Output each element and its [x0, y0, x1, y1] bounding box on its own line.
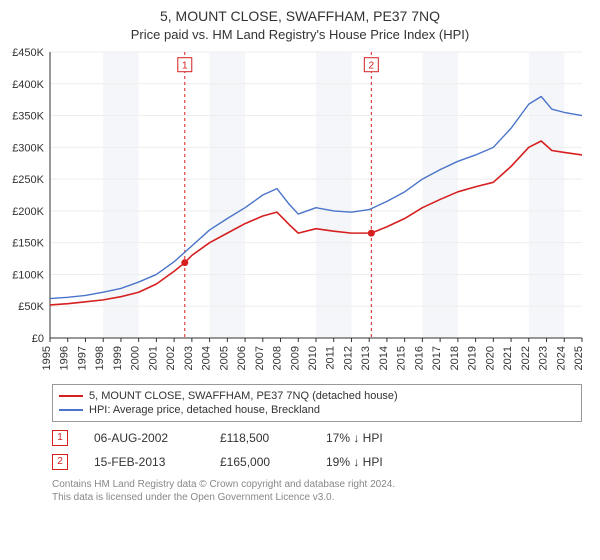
svg-text:£300K: £300K [12, 142, 44, 154]
transaction-row: 1 06-AUG-2002 £118,500 17% ↓ HPI [52, 426, 582, 450]
svg-text:2010: 2010 [307, 346, 319, 370]
transaction-marker: 1 [52, 430, 68, 446]
legend-box: 5, MOUNT CLOSE, SWAFFHAM, PE37 7NQ (deta… [52, 384, 582, 422]
legend-swatch [59, 395, 83, 397]
svg-text:2018: 2018 [449, 346, 461, 370]
svg-text:2020: 2020 [484, 346, 496, 370]
svg-text:2009: 2009 [289, 346, 301, 370]
svg-text:£350K: £350K [12, 111, 44, 123]
svg-text:2: 2 [369, 61, 375, 72]
legend-label: 5, MOUNT CLOSE, SWAFFHAM, PE37 7NQ (deta… [89, 390, 398, 402]
svg-text:£250K: £250K [12, 174, 44, 186]
svg-text:£200K: £200K [12, 206, 44, 218]
chart-area: £0£50K£100K£150K£200K£250K£300K£350K£400… [50, 48, 582, 378]
svg-text:2005: 2005 [218, 346, 230, 370]
svg-text:£450K: £450K [12, 47, 44, 59]
svg-text:1999: 1999 [112, 346, 124, 370]
svg-text:2004: 2004 [201, 346, 213, 370]
svg-text:2008: 2008 [272, 346, 284, 370]
transaction-price: £165,000 [220, 455, 300, 469]
svg-text:2001: 2001 [147, 346, 159, 370]
chart-svg: £0£50K£100K£150K£200K£250K£300K£350K£400… [50, 48, 582, 378]
transaction-price: £118,500 [220, 431, 300, 445]
svg-text:2011: 2011 [325, 346, 337, 370]
transactions-table: 1 06-AUG-2002 £118,500 17% ↓ HPI 2 15-FEB-201… [52, 426, 582, 474]
svg-text:£50K: £50K [18, 301, 44, 313]
svg-text:2025: 2025 [573, 346, 585, 370]
svg-text:1: 1 [182, 61, 188, 72]
footer-line1: Contains HM Land Registry data © Crown c… [52, 478, 582, 491]
svg-text:2007: 2007 [254, 346, 266, 370]
svg-text:£400K: £400K [12, 79, 44, 91]
svg-text:2006: 2006 [236, 346, 248, 370]
svg-text:2000: 2000 [130, 346, 142, 370]
svg-text:2012: 2012 [342, 346, 354, 370]
svg-text:2002: 2002 [165, 346, 177, 370]
svg-text:2003: 2003 [183, 346, 195, 370]
legend-swatch [59, 409, 83, 411]
footer-text: Contains HM Land Registry data © Crown c… [52, 478, 582, 504]
svg-text:2019: 2019 [467, 346, 479, 370]
svg-text:2016: 2016 [413, 346, 425, 370]
svg-text:1996: 1996 [59, 346, 71, 370]
footer-line2: This data is licensed under the Open Gov… [52, 491, 582, 504]
svg-text:2013: 2013 [360, 346, 372, 370]
svg-text:2021: 2021 [502, 346, 514, 370]
transaction-pct: 17% ↓ HPI [326, 431, 436, 445]
svg-text:2024: 2024 [555, 346, 567, 370]
svg-text:£0: £0 [32, 333, 44, 345]
legend-label: HPI: Average price, detached house, Brec… [89, 404, 320, 416]
transaction-marker: 2 [52, 454, 68, 470]
svg-text:2015: 2015 [396, 346, 408, 370]
legend-row: 5, MOUNT CLOSE, SWAFFHAM, PE37 7NQ (deta… [59, 389, 575, 403]
transaction-row: 2 15-FEB-2013 £165,000 19% ↓ HPI [52, 450, 582, 474]
chart-container: 5, MOUNT CLOSE, SWAFFHAM, PE37 7NQ Price… [0, 0, 600, 504]
svg-text:£100K: £100K [12, 269, 44, 281]
titles: 5, MOUNT CLOSE, SWAFFHAM, PE37 7NQ Price… [0, 0, 600, 48]
svg-text:£150K: £150K [12, 238, 44, 250]
title-sub: Price paid vs. HM Land Registry's House … [0, 27, 600, 42]
svg-text:1995: 1995 [41, 346, 53, 370]
svg-text:2014: 2014 [378, 346, 390, 370]
legend-row: HPI: Average price, detached house, Brec… [59, 403, 575, 417]
svg-text:1997: 1997 [76, 346, 88, 370]
title-main: 5, MOUNT CLOSE, SWAFFHAM, PE37 7NQ [0, 8, 600, 24]
svg-text:2017: 2017 [431, 346, 443, 370]
transaction-date: 15-FEB-2013 [94, 455, 194, 469]
transaction-pct: 19% ↓ HPI [326, 455, 436, 469]
svg-text:2022: 2022 [520, 346, 532, 370]
transaction-date: 06-AUG-2002 [94, 431, 194, 445]
svg-text:2023: 2023 [538, 346, 550, 370]
svg-text:1998: 1998 [94, 346, 106, 370]
